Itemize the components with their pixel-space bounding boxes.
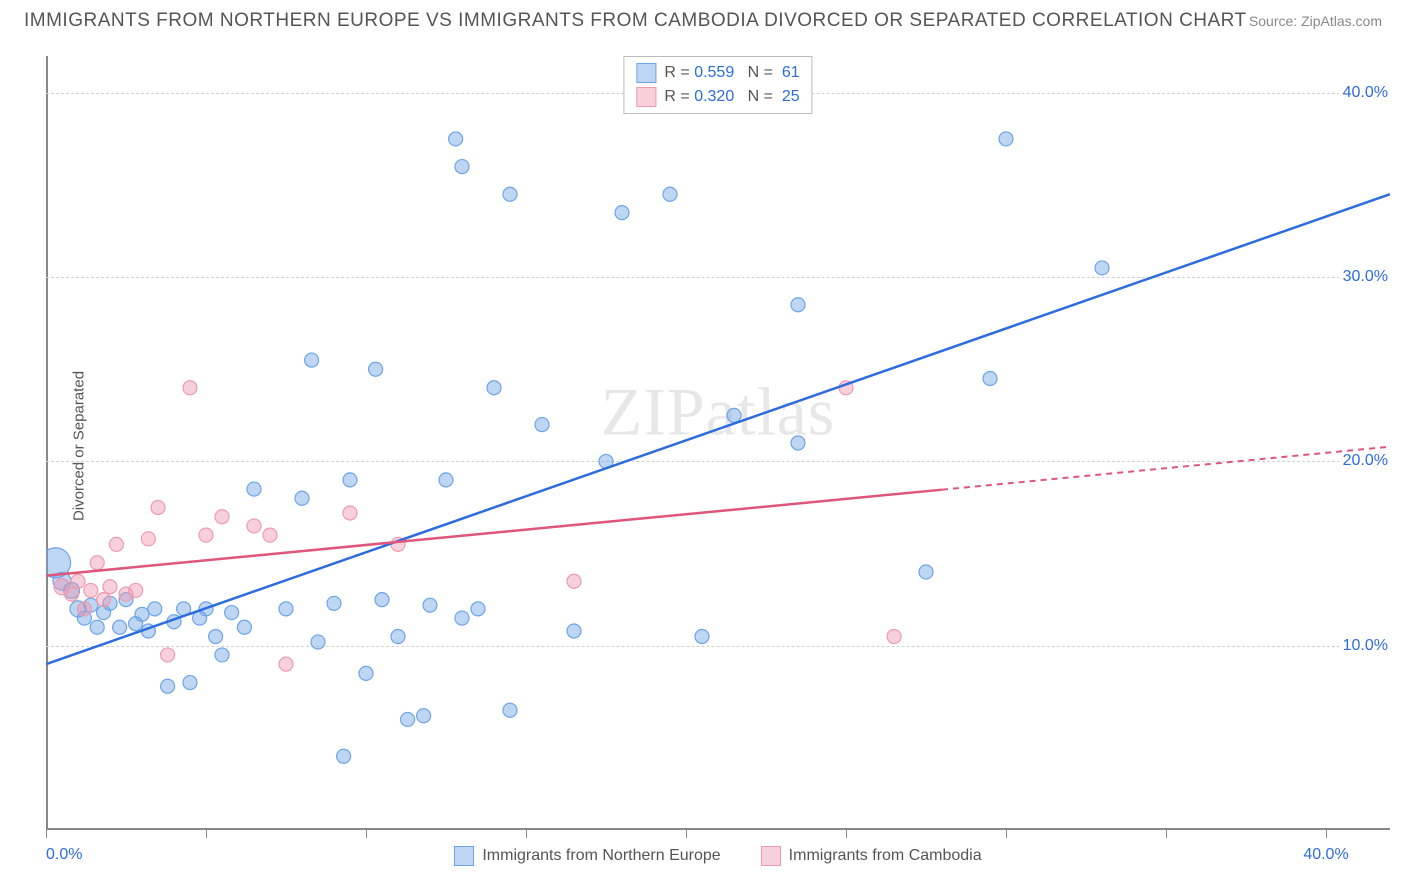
scatter-point (148, 602, 162, 616)
source-prefix: Source: (1249, 13, 1301, 29)
legend-stat-text: R = 0.320 N = 25 (664, 85, 799, 109)
scatter-point (247, 482, 261, 496)
scatter-point (161, 679, 175, 693)
header: IMMIGRANTS FROM NORTHERN EUROPE VS IMMIG… (0, 0, 1406, 40)
scatter-point (503, 187, 517, 201)
scatter-point (369, 362, 383, 376)
scatter-point (567, 624, 581, 638)
scatter-point (391, 630, 405, 644)
scatter-point (791, 436, 805, 450)
scatter-point (695, 630, 709, 644)
scatter-point (279, 657, 293, 671)
scatter-point (84, 583, 98, 597)
scatter-point (311, 635, 325, 649)
legend-swatch (636, 63, 656, 83)
scatter-point (199, 528, 213, 542)
scatter-point (97, 593, 111, 607)
plot-svg (46, 56, 1390, 866)
trend-line-extrapolated (942, 447, 1390, 490)
scatter-point (183, 381, 197, 395)
scatter-point (279, 602, 293, 616)
scatter-point (225, 606, 239, 620)
scatter-point (305, 353, 319, 367)
scatter-point (129, 583, 143, 597)
scatter-point (567, 574, 581, 588)
scatter-point (727, 408, 741, 422)
legend-top: R = 0.559 N = 61R = 0.320 N = 25 (623, 56, 812, 114)
scatter-point (887, 630, 901, 644)
scatter-point (359, 666, 373, 680)
scatter-point (343, 473, 357, 487)
chart-area: ZIPatlas 10.0%20.0%30.0%40.0%0.0%40.0% R… (46, 56, 1390, 866)
scatter-point (535, 418, 549, 432)
trend-line (46, 490, 942, 576)
scatter-point (161, 648, 175, 662)
source-attribution: Source: ZipAtlas.com (1249, 13, 1382, 29)
scatter-point (471, 602, 485, 616)
scatter-point (263, 528, 277, 542)
scatter-point (327, 596, 341, 610)
scatter-point (295, 491, 309, 505)
scatter-point (401, 712, 415, 726)
scatter-point (90, 620, 104, 634)
scatter-point (71, 574, 85, 588)
plot-region: ZIPatlas 10.0%20.0%30.0%40.0%0.0%40.0% (46, 56, 1390, 866)
scatter-point (487, 381, 501, 395)
scatter-point (343, 506, 357, 520)
scatter-point (113, 620, 127, 634)
scatter-point (455, 611, 469, 625)
scatter-point (237, 620, 251, 634)
chart-title: IMMIGRANTS FROM NORTHERN EUROPE VS IMMIG… (24, 10, 1247, 32)
legend-stat-text: R = 0.559 N = 61 (664, 61, 799, 85)
scatter-point (455, 160, 469, 174)
scatter-point (215, 510, 229, 524)
scatter-point (983, 372, 997, 386)
scatter-point (77, 602, 91, 616)
scatter-point (1095, 261, 1109, 275)
scatter-point (247, 519, 261, 533)
legend-row: R = 0.559 N = 61 (636, 61, 799, 85)
legend-row: R = 0.320 N = 25 (636, 85, 799, 109)
scatter-point (417, 709, 431, 723)
scatter-point (183, 676, 197, 690)
scatter-point (423, 598, 437, 612)
scatter-point (103, 580, 117, 594)
scatter-point (141, 532, 155, 546)
scatter-point (439, 473, 453, 487)
scatter-point (65, 587, 79, 601)
scatter-point (503, 703, 517, 717)
scatter-point (375, 593, 389, 607)
source-link[interactable]: ZipAtlas.com (1301, 13, 1382, 29)
legend-swatch (636, 87, 656, 107)
scatter-point (919, 565, 933, 579)
scatter-point (90, 556, 104, 570)
scatter-point (663, 187, 677, 201)
scatter-point (449, 132, 463, 146)
scatter-point (109, 537, 123, 551)
scatter-point (791, 298, 805, 312)
scatter-point (209, 630, 223, 644)
scatter-point (337, 749, 351, 763)
scatter-point (215, 648, 229, 662)
scatter-point (999, 132, 1013, 146)
scatter-point (151, 501, 165, 515)
scatter-point (135, 607, 149, 621)
scatter-point (615, 206, 629, 220)
trend-line (46, 194, 1390, 664)
